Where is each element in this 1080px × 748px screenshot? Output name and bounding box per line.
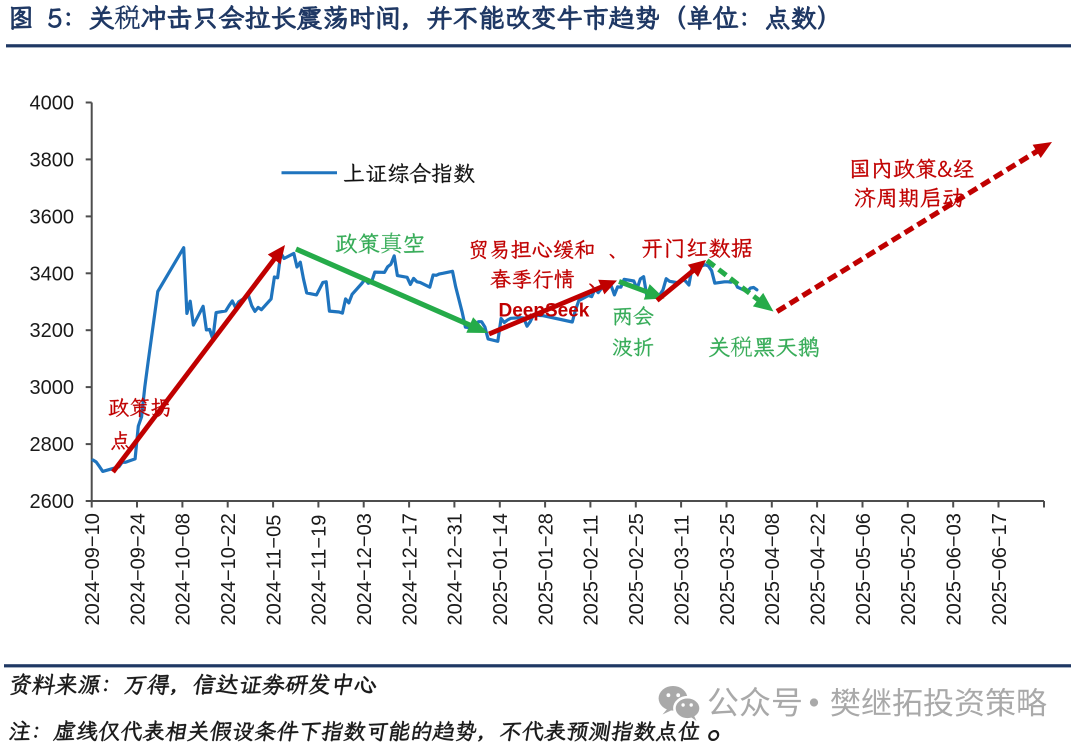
- svg-text:2025−04−08: 2025−04−08: [762, 513, 784, 625]
- svg-text:2025−05−06: 2025−05−06: [853, 513, 875, 625]
- svg-text:2025−01−28: 2025−01−28: [535, 513, 557, 625]
- svg-text:2024−10−22: 2024−10−22: [218, 513, 240, 625]
- svg-text:2024−11−19: 2024−11−19: [309, 515, 331, 626]
- svg-text:2024−10−08: 2024−10−08: [173, 513, 195, 625]
- svg-text:2025−06−03: 2025−06−03: [944, 513, 966, 625]
- svg-text:3800: 3800: [30, 149, 75, 171]
- svg-text:2025−03−25: 2025−03−25: [717, 513, 739, 625]
- svg-text:3600: 3600: [30, 206, 75, 228]
- svg-text:2025−06−17: 2025−06−17: [989, 513, 1011, 625]
- svg-text:3000: 3000: [30, 377, 75, 399]
- svg-text:2600: 2600: [30, 491, 75, 513]
- svg-text:3400: 3400: [30, 263, 75, 285]
- svg-text:2024−09−24: 2024−09−24: [127, 513, 149, 625]
- svg-text:2800: 2800: [30, 434, 75, 456]
- svg-text:2025−03−11: 2025−03−11: [671, 515, 693, 626]
- svg-text:2025−04−22: 2025−04−22: [807, 513, 829, 625]
- svg-text:2025−02−25: 2025−02−25: [626, 513, 648, 625]
- svg-text:4000: 4000: [30, 93, 75, 115]
- svg-text:2024−12−03: 2024−12−03: [354, 513, 376, 625]
- svg-text:DeepSeek: DeepSeek: [499, 301, 590, 322]
- svg-text:2024−12−17: 2024−12−17: [399, 513, 421, 625]
- svg-text:2025−01−14: 2025−01−14: [490, 513, 512, 625]
- svg-text:2025−05−20: 2025−05−20: [898, 513, 920, 625]
- svg-text:2025−02−11: 2025−02−11: [581, 515, 603, 626]
- svg-text:2024−09−10: 2024−09−10: [82, 513, 104, 625]
- svg-text:3200: 3200: [30, 320, 75, 342]
- svg-text:2024−11−05: 2024−11−05: [263, 515, 285, 626]
- svg-text:2024−12−31: 2024−12−31: [445, 513, 467, 625]
